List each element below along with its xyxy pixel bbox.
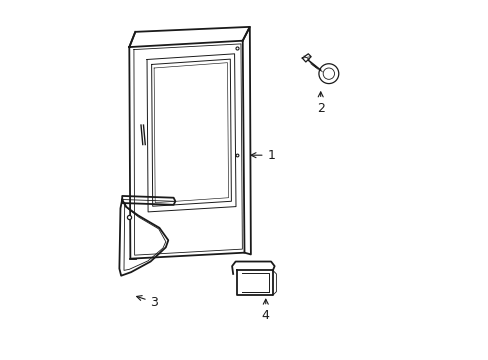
Text: 3: 3 xyxy=(136,296,158,309)
Text: 4: 4 xyxy=(261,299,269,322)
Text: 1: 1 xyxy=(250,149,275,162)
Text: 2: 2 xyxy=(316,92,324,115)
